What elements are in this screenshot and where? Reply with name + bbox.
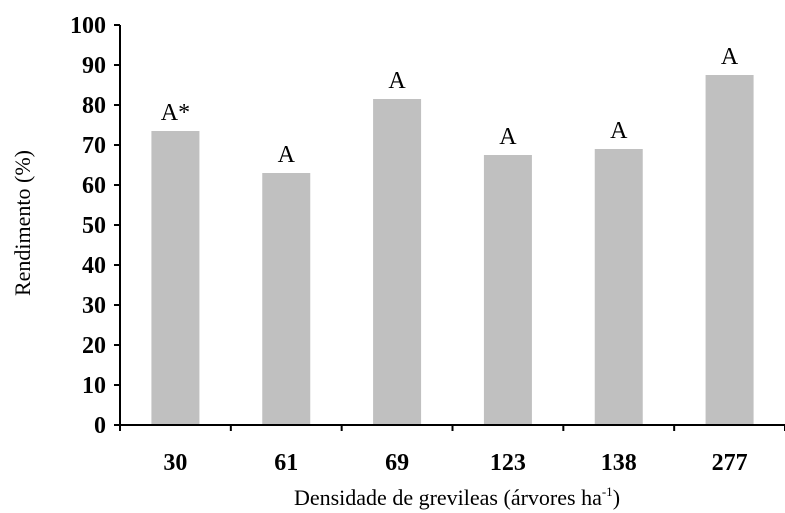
y-tick-label: 40 xyxy=(82,253,106,279)
bar-label-61: A xyxy=(278,142,296,168)
bar-label-277: A xyxy=(721,44,739,70)
x-axis-title: Densidade de grevileas (árvores ha-1) xyxy=(294,484,620,510)
bar-30 xyxy=(151,131,200,425)
bar-label-138: A xyxy=(610,118,628,144)
y-tick-label: 60 xyxy=(82,173,106,199)
bar-123 xyxy=(483,155,532,425)
x-axis-title-superscript: -1 xyxy=(602,484,613,499)
y-axis-title: Rendimento (%) xyxy=(10,150,35,296)
x-tick-label-30: 30 xyxy=(163,450,187,476)
bars-group xyxy=(151,75,754,425)
y-tick-label: 0 xyxy=(94,413,106,439)
y-tick-label: 70 xyxy=(82,133,106,159)
bar-277 xyxy=(705,75,754,425)
bar-label-123: A xyxy=(499,124,517,150)
y-tick-label: 100 xyxy=(70,13,106,39)
y-tick-label: 80 xyxy=(82,93,106,119)
y-tick-label: 20 xyxy=(82,333,106,359)
x-tick-label-69: 69 xyxy=(385,450,409,476)
bar-138 xyxy=(594,149,643,425)
x-tick-label-123: 123 xyxy=(490,450,526,476)
x-tick-label-61: 61 xyxy=(274,450,298,476)
x-tick-label-277: 277 xyxy=(712,450,748,476)
y-tick-label: 50 xyxy=(82,213,106,239)
x-ticks-group: 30 61 69 123 138 277 xyxy=(119,425,785,476)
y-tick-label: 30 xyxy=(82,293,106,319)
x-tick-label-138: 138 xyxy=(601,450,637,476)
bar-label-69: A xyxy=(388,68,406,94)
x-axis-title-main: Densidade de grevileas (árvores ha xyxy=(294,485,602,510)
bar-label-30: A* xyxy=(161,100,190,126)
bar-61 xyxy=(262,173,311,425)
bar-labels-group: A* A A A A A xyxy=(161,44,739,168)
y-ticks-group: 0 10 20 30 40 50 60 70 80 90 100 xyxy=(70,13,120,439)
y-tick-label: 90 xyxy=(82,53,106,79)
y-tick-label: 10 xyxy=(82,373,106,399)
bar-69 xyxy=(373,99,422,425)
x-axis-title-close: ) xyxy=(613,485,620,510)
